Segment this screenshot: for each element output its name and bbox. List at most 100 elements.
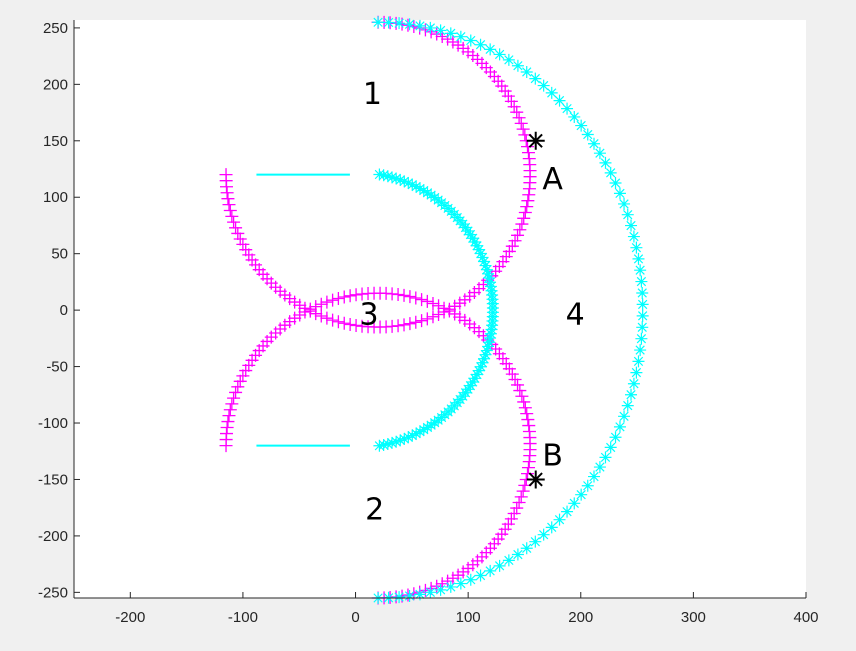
series-1-point-92: [298, 305, 312, 319]
series-3-point-62: [537, 79, 550, 92]
series-3-point-47: [625, 219, 638, 232]
y-tick-label-0: 0: [60, 302, 68, 319]
series-2-point-77: [421, 186, 434, 199]
series-2-point-14: [428, 416, 441, 429]
series-3-point-21: [568, 497, 581, 510]
series-0-point-88: [514, 116, 528, 130]
series-1-point-85: [337, 290, 351, 304]
series-3-point-31: [621, 399, 634, 412]
series-0-point-92: [504, 94, 518, 108]
series-3-point-15: [520, 542, 533, 555]
series-0-point-54: [453, 296, 467, 310]
series-3-point-79: [372, 16, 385, 29]
series-2-point-60: [470, 239, 483, 252]
series-3-point-65: [511, 59, 524, 72]
series-1-point-83: [349, 288, 363, 302]
axes-layer: -200 -100 0 100 200 300 400 -250 -200 -150 -100 -50…: [38, 20, 819, 626]
series-2-point-34: [479, 348, 492, 361]
series-1-point-47: [517, 395, 531, 409]
series-1-point-112: [225, 397, 239, 411]
series-0-point-106: [446, 35, 460, 49]
x-tick-label--200: -200: [115, 609, 145, 626]
series-2-point-1: [377, 438, 390, 451]
series-0-point-34: [337, 316, 351, 330]
series-2-point-29: [470, 368, 483, 381]
series-2-point-82: [402, 176, 415, 189]
series-0-point-10: [231, 226, 245, 240]
series-2-point-27: [466, 376, 479, 389]
series-3-point-4: [413, 588, 426, 601]
series-1-point-87: [326, 293, 340, 307]
series-2-point-4: [390, 435, 403, 448]
series-3-point-13: [502, 554, 515, 567]
series-2-point-56: [478, 255, 491, 268]
series-1-point-26: [501, 517, 515, 531]
series-0-point-82: [522, 152, 536, 166]
series-3-point-33: [627, 377, 640, 390]
series-1-point-25: [498, 522, 512, 536]
y-tick-label-250: 250: [43, 20, 68, 37]
series-1-point-75: [397, 288, 411, 302]
series-3-point-49: [618, 197, 631, 210]
series-2-point-37: [483, 336, 496, 349]
series-2-point-51: [484, 276, 497, 289]
series-3-point-9: [464, 573, 477, 586]
series-2-point-81: [406, 178, 419, 191]
series-0-point-69: [511, 228, 525, 242]
x-tick-label--100: -100: [228, 609, 258, 626]
series-3-point-20: [561, 505, 574, 518]
series-3-point-19: [553, 513, 566, 526]
series-3-point-55: [588, 137, 601, 150]
series-2-point-64: [462, 225, 475, 238]
series-1-point-43: [522, 419, 536, 433]
series-1-point-119: [219, 439, 233, 453]
series-2-point-6: [398, 432, 411, 445]
series-2-point-76: [425, 189, 438, 202]
series-2-point-52: [483, 272, 496, 285]
series-2-point-54: [480, 263, 493, 276]
series-1-point-91: [303, 302, 317, 316]
series-2-point-0: [373, 439, 386, 452]
y-tick-label--50: -50: [46, 359, 68, 376]
series-3-point-8: [454, 577, 467, 590]
series-0-point-11: [233, 232, 247, 246]
series-3-point-41: [636, 286, 649, 299]
y-tick-label--150: -150: [38, 471, 68, 488]
series-3-point-68: [484, 43, 497, 56]
series-2-point-87: [381, 170, 394, 183]
series-2-point-57: [476, 251, 489, 264]
series-1-point-68: [437, 301, 451, 315]
series-2-point-53: [482, 267, 495, 280]
series-0-point-74: [520, 200, 534, 214]
series-3-point-2: [393, 591, 406, 604]
series-0-point-5: [222, 198, 236, 212]
series-1-point-71: [420, 294, 434, 308]
series-1-point-89: [314, 297, 328, 311]
series-2-point-5: [394, 434, 407, 447]
series-0-point-32: [326, 313, 340, 327]
series-0-point-84: [521, 140, 535, 154]
y-tick-label-50: 50: [51, 246, 68, 263]
series-2-point-9: [410, 427, 423, 440]
series-0-point-67: [505, 239, 519, 253]
series-1-point-86: [331, 291, 345, 305]
series-3-point-26: [599, 451, 612, 464]
series-3-point-63: [529, 72, 542, 85]
series-1-point-52: [505, 367, 519, 381]
series-2-point-35: [480, 344, 493, 357]
series-0-point-93: [501, 89, 515, 103]
series-3-point-73: [434, 24, 447, 37]
series-1-point-90: [309, 300, 323, 314]
region-label-4: 4: [566, 297, 585, 332]
region-label-B: B: [542, 438, 563, 473]
series-0-point-65: [499, 250, 513, 264]
series-2-point-12: [421, 421, 434, 434]
series-0-point-25: [288, 295, 302, 309]
region-label-1: 1: [363, 77, 382, 112]
y-tick-label-100: 100: [43, 189, 68, 206]
series-0-point-105: [451, 38, 465, 52]
series-3-point-76: [403, 18, 416, 31]
series-2-point-80: [410, 180, 423, 193]
series-1-point-108: [233, 374, 247, 388]
region-label-3: 3: [360, 297, 379, 332]
